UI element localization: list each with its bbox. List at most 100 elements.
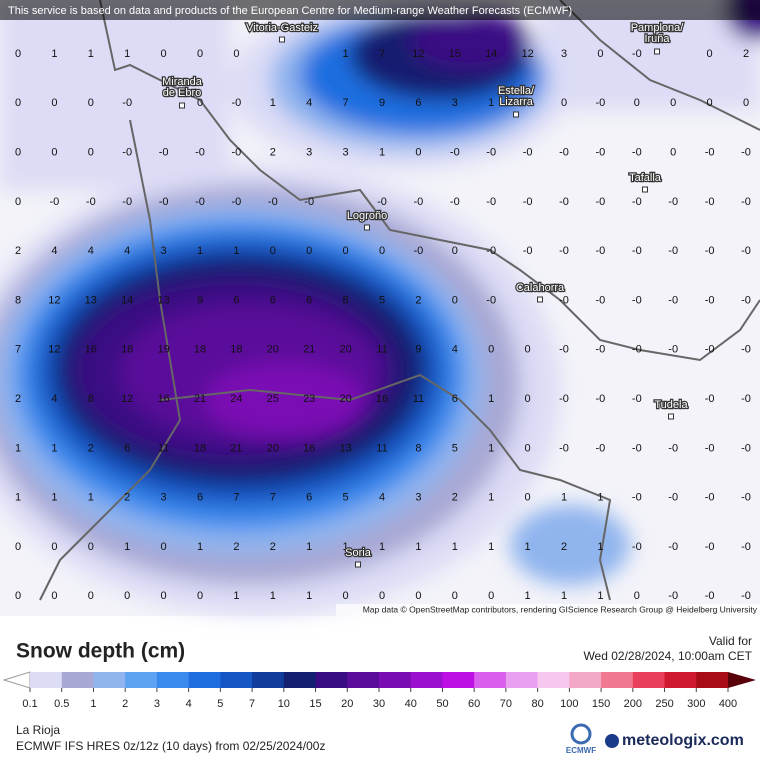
colorbar-label: 3 [154, 698, 160, 710]
place-marker [513, 111, 519, 118]
grid-value: 6 [270, 294, 276, 306]
grid-value: -0 [450, 147, 460, 159]
grid-value: 7 [379, 48, 385, 60]
grid-value: -0 [523, 147, 533, 159]
place-name: Vitoria-Gasteiz [246, 22, 318, 34]
grid-value: 13 [339, 442, 351, 454]
colorbar-segment [125, 672, 158, 688]
grid-value: 0 [525, 393, 531, 405]
grid-value: -0 [122, 97, 132, 109]
grid-value: 0 [88, 147, 94, 159]
grid-value: 0 [707, 48, 713, 60]
grid-value: 1 [488, 97, 494, 109]
colorbar-label: 5 [217, 698, 223, 710]
place-marker [179, 102, 185, 109]
grid-value: 14 [121, 294, 133, 306]
colorbar-segment [156, 672, 190, 688]
grid-value: 21 [194, 393, 206, 405]
place-marker [537, 296, 543, 303]
grid-value: -0 [632, 344, 642, 356]
grid-value: 0 [707, 97, 713, 109]
grid-value: 16 [85, 344, 97, 356]
grid-value: 0 [88, 97, 94, 109]
grid-value: -0 [741, 442, 751, 454]
grid-value: 8 [415, 442, 421, 454]
colorbar-label: 20 [341, 698, 353, 710]
grid-value: -0 [596, 393, 606, 405]
grid-value: 18 [194, 442, 206, 454]
grid-value: 12 [121, 393, 133, 405]
grid-value: 19 [157, 344, 169, 356]
grid-value: -0 [632, 48, 642, 60]
grid-value: 1 [270, 97, 276, 109]
grid-value: 0 [488, 344, 494, 356]
colorbar-label: 250 [655, 698, 673, 710]
grid-value: 12 [412, 48, 424, 60]
grid-value: 1 [15, 442, 21, 454]
grid-value: 25 [267, 393, 279, 405]
grid-value: 0 [51, 147, 57, 159]
grid-value: 1 [343, 48, 349, 60]
grid-value: 18 [230, 344, 242, 356]
grid-value: 1 [488, 492, 494, 504]
colorbar-segment [188, 672, 221, 688]
grid-value: -0 [632, 245, 642, 257]
grid-value: 6 [306, 492, 312, 504]
ecmwf-logo [570, 723, 592, 745]
grid-value: -0 [632, 442, 642, 454]
grid-value: 6 [124, 442, 130, 454]
grid-value: 4 [379, 492, 385, 504]
place-marker [668, 413, 674, 420]
grid-value: -0 [486, 294, 496, 306]
model-info: ECMWF IFS HRES 0z/12z (10 days) from 02/… [16, 739, 325, 753]
place-name: Tafalla [629, 172, 662, 184]
grid-value: 2 [415, 294, 421, 306]
grid-value: 1 [306, 590, 312, 602]
grid-value: -0 [450, 196, 460, 208]
grid-value: 7 [270, 492, 276, 504]
grid-value: 0 [15, 590, 21, 602]
colorbar-label: 60 [468, 698, 480, 710]
place-marker [355, 561, 361, 568]
colorbar-segment [252, 672, 285, 688]
grid-value: 1 [488, 541, 494, 553]
place-marker [364, 224, 370, 231]
valid-time: Wed 02/28/2024, 10:00am CET [583, 649, 752, 663]
colorbar: 0.1 0.5 1 2 3 4 5 7 10 15 20 30 40 50 60 70 80 100 150 200 2… [22, 672, 756, 710]
grid-value: 21 [303, 344, 315, 356]
grid-value: 0 [197, 48, 203, 60]
grid-value: 1 [597, 492, 603, 504]
grid-value: 1 [197, 245, 203, 257]
grid-value: 21 [230, 442, 242, 454]
grid-value: 1 [51, 442, 57, 454]
place-marker [279, 36, 285, 43]
grid-value: -0 [632, 393, 642, 405]
grid-value: 0 [15, 541, 21, 553]
grid-value: 0 [634, 590, 640, 602]
grid-value: 11 [376, 442, 387, 454]
grid-value: 4 [306, 97, 312, 109]
grid-value: 2 [270, 147, 276, 159]
grid-value: 2 [88, 442, 94, 454]
grid-value: 0 [379, 590, 385, 602]
grid-value: -0 [414, 245, 424, 257]
grid-value: -0 [486, 147, 496, 159]
grid-value: 9 [379, 97, 385, 109]
grid-value: 8 [88, 393, 94, 405]
grid-value: -0 [122, 196, 132, 208]
grid-value: 1 [124, 541, 130, 553]
place-name: Calahorra [516, 282, 565, 294]
colorbar-label: 0.5 [54, 698, 69, 710]
grid-value: 3 [343, 147, 349, 159]
colorbar-label: 2 [122, 698, 128, 710]
grid-value: -0 [741, 147, 751, 159]
grid-value: 3 [452, 97, 458, 109]
grid-value: -0 [705, 245, 715, 257]
grid-value: -0 [632, 541, 642, 553]
grid-value: 1 [306, 541, 312, 553]
colorbar-segment [632, 672, 666, 688]
grid-value: 6 [415, 97, 421, 109]
colorbar-label: 0.1 [22, 698, 37, 710]
grid-value: 0 [343, 245, 349, 257]
grid-value: 20 [339, 393, 351, 405]
